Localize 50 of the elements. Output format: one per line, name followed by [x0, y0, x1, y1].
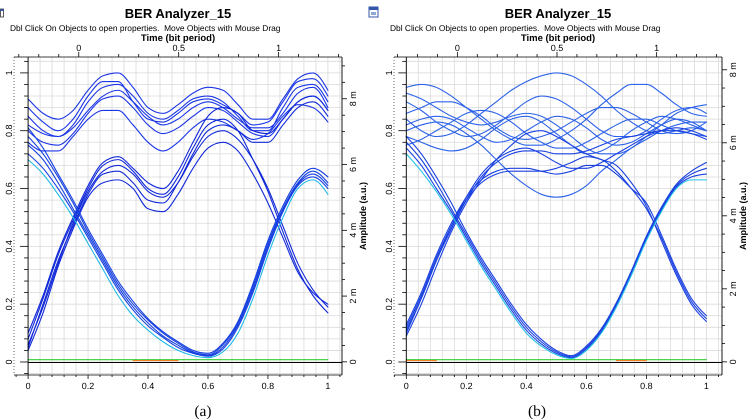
chart-title: BER Analyzer_15: [504, 6, 612, 21]
x2-tick-label: 0.5: [550, 43, 564, 53]
y2-tick-label: 2 m: [728, 281, 738, 296]
y2-tick-label: 0: [348, 359, 358, 364]
y-tick-label: 0: [4, 359, 14, 364]
y2-axis-title: Amplitude (a.u.): [738, 182, 748, 250]
x-tick-label: 0: [404, 381, 409, 391]
x-tick-label: 1: [704, 381, 709, 391]
x-tick-label: 1: [325, 381, 330, 391]
y-tick-label: 0.4: [4, 240, 14, 253]
y-tick-label: 1: [4, 70, 14, 76]
x-tick-label: 0.6: [580, 381, 593, 391]
x2-tick-label: 1: [654, 43, 660, 53]
chart-title: BER Analyzer_15: [124, 6, 232, 21]
x2-tick-label: 0: [76, 43, 82, 53]
y-tick-label: 1: [384, 70, 394, 76]
chart-subtitle: Dbl Click On Objects to open properties. Move Objects with Mouse Drag: [10, 23, 281, 33]
y2-tick-label: 8 m: [348, 91, 358, 106]
y2-tick-label: 6 m: [348, 157, 358, 172]
x2-axis-title: Time (bit period): [140, 33, 216, 44]
x2-tick-label: 0: [454, 43, 460, 53]
y-tick-label: 0.2: [4, 298, 14, 310]
x-tick-label: 0.6: [202, 381, 214, 391]
x2-tick-label: 1: [276, 43, 282, 53]
x2-tick-label: 0.5: [172, 43, 185, 53]
text: (a): [194, 403, 212, 420]
y-tick-label: 0.8: [4, 124, 14, 137]
y-tick-label: 0.8: [384, 124, 394, 137]
x-tick-label: 0: [26, 381, 31, 391]
x-tick-label: 0.4: [142, 381, 154, 391]
y-tick-label: 0.2: [384, 298, 394, 310]
y2-tick-label: 0: [728, 359, 738, 364]
y2-tick-label: 2 m: [348, 288, 358, 304]
x-tick-label: 0.4: [520, 381, 533, 391]
x-tick-label: 0.8: [262, 381, 274, 391]
chart-subtitle: Dbl Click On Objects to open properties. Move Objects with Mouse Drag: [390, 23, 661, 33]
y-tick-label: 0.6: [4, 182, 14, 195]
y-tick-label: 0.6: [384, 182, 394, 195]
y-tick-label: 0: [384, 359, 394, 364]
x-tick-label: 0.2: [82, 381, 94, 391]
y2-tick-label: 4 m: [728, 208, 738, 224]
y2-tick-label: 6 m: [728, 135, 738, 150]
text: (b): [528, 403, 546, 420]
y2-axis-title: Amplitude (a.u.): [358, 182, 368, 250]
x-tick-label: 0.8: [640, 381, 653, 391]
y2-tick-label: 8 m: [728, 62, 738, 78]
x-tick-label: 0.2: [460, 381, 473, 391]
y-tick-label: 0.4: [384, 240, 394, 253]
y2-tick-label: 4 m: [348, 222, 358, 238]
x2-axis-title: Time (bit period): [520, 33, 596, 44]
